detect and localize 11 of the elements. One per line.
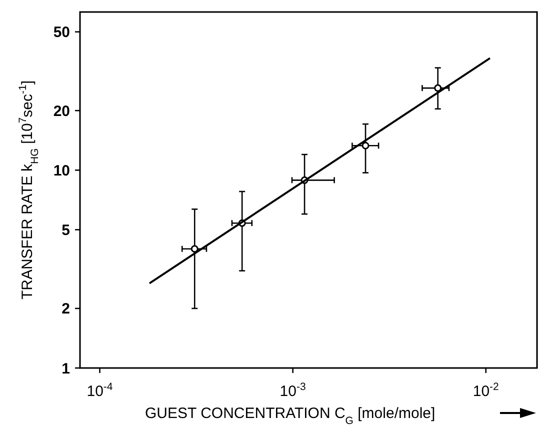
x-tick-label: 10$^{-4}$ xyxy=(86,381,113,400)
x-tick-label: 10$^{-2}$ xyxy=(472,381,500,400)
y-tick-label: 50 xyxy=(53,24,70,42)
point xyxy=(362,142,370,150)
y-tick-label: 5 xyxy=(62,222,70,239)
x-axis-title: GUEST CONCENTRATION C$_{G}$ [mole/mole] xyxy=(145,405,436,427)
y-tick-label: 20 xyxy=(53,102,70,120)
y-tick-label: 1 xyxy=(62,360,70,378)
y-tick-label: 10 xyxy=(53,162,70,180)
y-tick-label: 2 xyxy=(62,300,70,318)
x-tick-label: 10$^{-3}$ xyxy=(280,381,306,400)
